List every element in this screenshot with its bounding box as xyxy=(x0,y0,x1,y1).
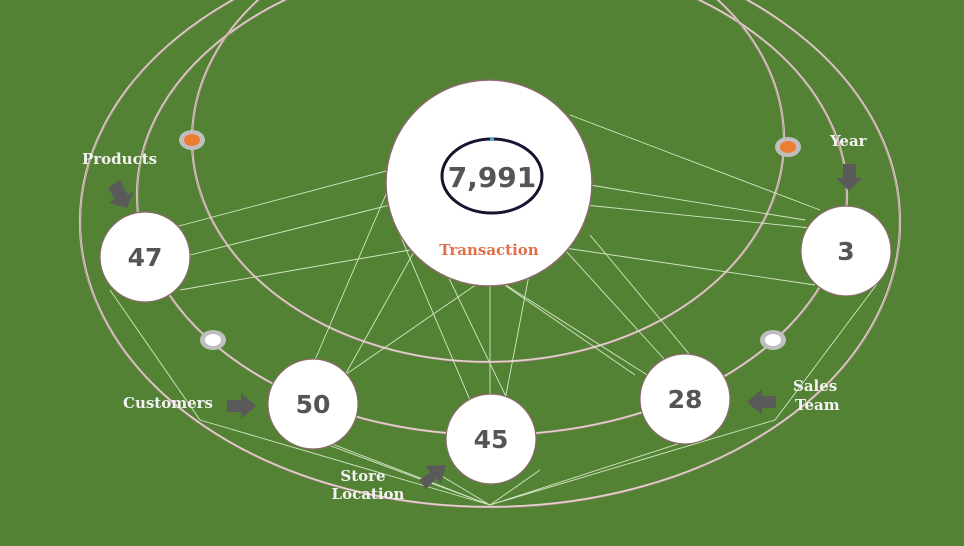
orbit-dots xyxy=(179,130,801,350)
arrow-year-icon xyxy=(836,164,862,191)
label-store-location-line2: Location xyxy=(332,485,405,503)
orbit-dot-top-left xyxy=(179,130,205,150)
node-customers[interactable]: 50 xyxy=(267,358,359,450)
center-label: Transaction xyxy=(439,241,539,259)
label-sales-team-line1: Sales xyxy=(793,377,837,395)
label-store-location-line1: Store xyxy=(340,467,385,485)
arrow-store-location-icon xyxy=(419,465,446,489)
arrow-products-icon xyxy=(108,180,134,208)
label-year: Year xyxy=(829,132,868,150)
node-sales-team-value: 28 xyxy=(668,385,703,414)
label-sales-team-line2: Team xyxy=(795,396,840,414)
node-products[interactable]: 47 xyxy=(99,211,191,303)
orbit-dot-bottom-left xyxy=(200,330,226,350)
node-customers-value: 50 xyxy=(296,390,331,419)
arrow-sales-team-icon xyxy=(747,389,776,415)
node-sales-team[interactable]: 28 xyxy=(639,353,731,445)
arrow-customers-icon xyxy=(227,393,256,419)
center-value: 7,991 xyxy=(448,161,537,194)
node-store-location-value: 45 xyxy=(474,425,509,454)
node-products-value: 47 xyxy=(128,243,163,272)
center-ring-dot xyxy=(490,137,494,141)
orbit-dot-bottom-right xyxy=(760,330,786,350)
center-node-transaction[interactable]: 7,991 Transaction xyxy=(385,79,593,287)
node-store-location[interactable]: 45 xyxy=(445,393,537,485)
label-products: Products xyxy=(82,150,157,168)
arrows xyxy=(108,164,862,489)
label-customers: Customers xyxy=(123,394,213,412)
node-year-value: 3 xyxy=(837,237,854,266)
node-year[interactable]: 3 xyxy=(800,205,892,297)
connector-lines xyxy=(109,114,881,506)
orbit-dot-top-right xyxy=(775,137,801,157)
